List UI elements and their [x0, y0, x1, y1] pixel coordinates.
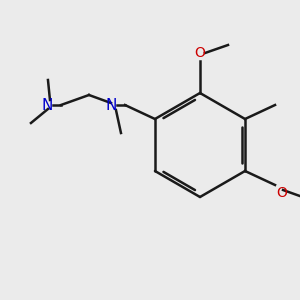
Text: N: N	[106, 98, 117, 112]
Text: O: O	[195, 46, 206, 60]
Text: O: O	[276, 186, 287, 200]
Text: N: N	[42, 98, 53, 112]
